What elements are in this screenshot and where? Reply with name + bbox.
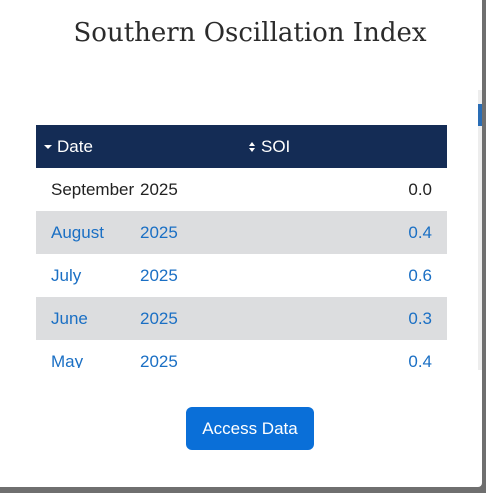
- sort-unsorted-icon: [248, 141, 256, 152]
- page-backdrop: [482, 0, 486, 493]
- table-row: September 2025 0.0: [36, 168, 447, 211]
- modal-title: Southern Oscillation Index: [73, 18, 427, 48]
- scrollbar-track[interactable]: [478, 90, 482, 370]
- table-row[interactable]: August 2025 0.4: [36, 211, 447, 254]
- table-row[interactable]: June 2025 0.3: [36, 297, 447, 340]
- cell-month[interactable]: May: [51, 352, 84, 368]
- table-row[interactable]: May 2025 0.4: [36, 340, 447, 368]
- cell-soi[interactable]: 0.4: [408, 352, 432, 368]
- column-header-label: Date: [57, 137, 93, 156]
- cell-year: 2025: [140, 180, 178, 199]
- cell-month[interactable]: June: [51, 309, 88, 328]
- cell-soi[interactable]: 0.3: [408, 309, 432, 328]
- cell-year[interactable]: 2025: [140, 266, 178, 285]
- scrollbar-thumb[interactable]: [478, 104, 482, 126]
- cell-month[interactable]: August: [51, 223, 104, 242]
- soi-modal: Southern Oscillation Index Date SOI Sept…: [0, 0, 482, 487]
- column-header-date[interactable]: Date: [44, 125, 93, 168]
- table-header: Date SOI: [36, 125, 447, 168]
- cell-year[interactable]: 2025: [140, 223, 178, 242]
- cell-soi[interactable]: 0.6: [408, 266, 432, 285]
- cell-year[interactable]: 2025: [140, 309, 178, 328]
- column-header-soi[interactable]: SOI: [248, 125, 290, 168]
- column-header-label: SOI: [261, 137, 291, 156]
- cell-month[interactable]: July: [51, 266, 82, 285]
- cell-soi: 0.0: [408, 180, 432, 199]
- soi-table: Date SOI September 2025 0.0 August 2025 …: [36, 125, 447, 368]
- cell-soi[interactable]: 0.4: [408, 223, 432, 242]
- sort-descending-icon: [44, 142, 52, 152]
- cell-year[interactable]: 2025: [140, 352, 178, 368]
- page-backdrop-bottom: [0, 487, 486, 493]
- table-row[interactable]: July 2025 0.6: [36, 254, 447, 297]
- cell-month: September: [51, 180, 135, 199]
- access-data-button[interactable]: Access Data: [186, 407, 314, 450]
